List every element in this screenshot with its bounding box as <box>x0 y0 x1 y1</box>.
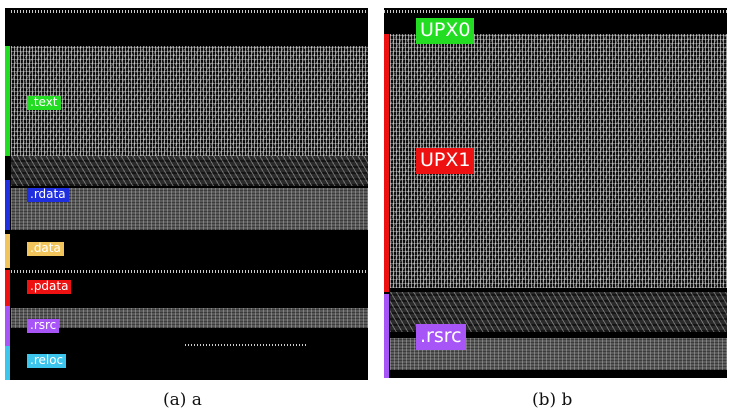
data-section-bar <box>5 234 10 268</box>
reloc-section-label: .reloc <box>27 353 67 368</box>
rsrc-section-bar <box>384 294 389 378</box>
rsrc-section-label: .rsrc <box>27 318 60 333</box>
reloc-section-bar <box>5 346 10 380</box>
text-section-label: .text <box>27 95 61 110</box>
caption-b: (b) b <box>532 390 573 410</box>
panel-a-image: .text .rdata .data .pdata .rsrc .reloc <box>5 8 368 380</box>
rsrc-section-bar <box>5 306 10 346</box>
data-noise-line <box>11 270 368 273</box>
header-noise <box>11 10 368 13</box>
upx1-section-label: UPX1 <box>416 148 475 174</box>
pdata-section-bar <box>5 270 10 306</box>
data-section-label: .data <box>27 241 64 256</box>
rdata-section-region <box>11 188 368 230</box>
caption-a: (a) a <box>163 390 202 410</box>
reloc-noise-line <box>185 344 308 346</box>
text-section-bar <box>5 46 10 156</box>
header-noise <box>384 10 727 13</box>
rdata-section-label: .rdata <box>27 187 69 202</box>
rdata-section-bar <box>5 180 10 230</box>
pdata-section-label: .pdata <box>27 279 72 294</box>
rdata-upper-region <box>11 156 368 186</box>
upx0-section-label: UPX0 <box>416 18 475 44</box>
rsrc-section-label: .rsrc <box>416 324 466 350</box>
text-section-region <box>11 46 368 156</box>
rsrc-section-region <box>11 308 368 328</box>
upx1-section-bar <box>384 34 389 292</box>
panel-b-image: UPX0 UPX1 .rsrc <box>384 8 727 378</box>
